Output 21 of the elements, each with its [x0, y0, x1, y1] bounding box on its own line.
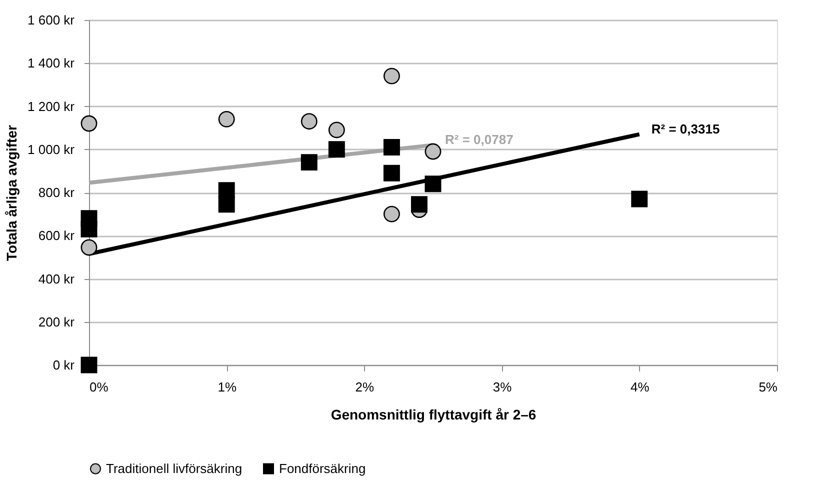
x-tick-label: 0% — [90, 380, 109, 394]
y-tick-label: 1 000 kr — [28, 142, 76, 157]
y-tick-label: 1 200 kr — [28, 98, 76, 114]
y-tick-label: 1 600 kr — [28, 12, 76, 28]
y-tick-label: 1 400 kr — [28, 56, 76, 71]
y-axis-title: Totala årliga avgifter — [4, 124, 20, 261]
y-tick-label: 400 kr — [38, 271, 76, 286]
y-tick-label: 800 kr — [38, 185, 76, 200]
x-tick-label: 5% — [758, 380, 778, 394]
x-tick-label: 1% — [218, 380, 237, 394]
x-tick-label: 4% — [630, 380, 650, 394]
x-tick-label: 3% — [492, 380, 512, 394]
y-tick-label: 600 kr — [38, 228, 76, 244]
x-tick-label: 2% — [355, 380, 375, 394]
y-tick-label: 200 kr — [38, 314, 76, 330]
annotation: R² = 0,3315 — [651, 121, 720, 136]
legend-label: Fondförsäkring — [279, 460, 366, 476]
y-tick-label: 0 kr — [52, 358, 76, 372]
annotation: R² = 0,0787 — [445, 132, 514, 148]
legend-label: Traditionell livförsäkring — [106, 460, 242, 476]
x-axis-title: Genomsnittlig flyttavgift år 2–6 — [330, 406, 536, 422]
